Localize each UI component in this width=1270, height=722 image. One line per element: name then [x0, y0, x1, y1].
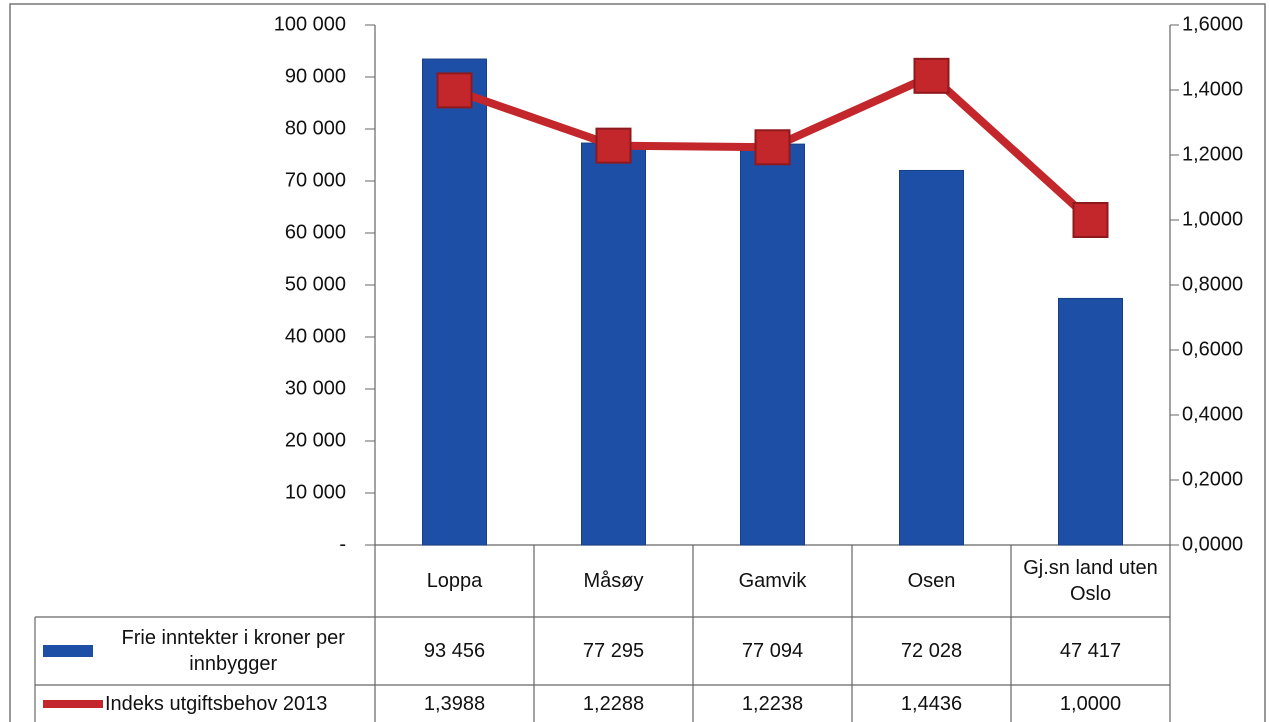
- y-tick-label: 100 000: [274, 13, 346, 35]
- value-label: 77 295: [582, 640, 645, 662]
- value-label: 47 417: [1059, 640, 1122, 662]
- line-marker: [595, 127, 632, 164]
- y-tick-label: 70 000: [285, 169, 346, 191]
- value-label: 77 094: [741, 640, 804, 662]
- line-marker: [754, 129, 791, 166]
- y2-tick-label: 0,2000: [1182, 468, 1243, 490]
- legend-entry: Frie inntekter i kroner per innbygger: [35, 617, 375, 685]
- y2-tick-label: 0,4000: [1182, 403, 1243, 425]
- y2-tick-label: 0,0000: [1182, 533, 1243, 555]
- legend-swatch: [43, 699, 103, 708]
- y-tick-label: 90 000: [285, 65, 346, 87]
- legend-entry: Indeks utgiftsbehov 2013: [35, 685, 375, 722]
- chart-frame: [9, 3, 1266, 722]
- legend-label: Frie inntekter i kroner per innbygger: [121, 627, 345, 675]
- y-tick-label: 80 000: [285, 117, 346, 139]
- category-label: Gj.sn land uten Oslo: [1023, 557, 1158, 605]
- value-label: 1,2288: [582, 692, 645, 715]
- y2-tick-label: 0,6000: [1182, 338, 1243, 360]
- line-marker: [436, 72, 473, 109]
- y-tick-label: 20 000: [285, 429, 346, 451]
- category-label: Måsøy: [583, 570, 644, 592]
- y2-tick-label: 1,0000: [1182, 208, 1243, 230]
- category-label: Loppa: [426, 570, 483, 592]
- y2-tick-label: 1,4000: [1182, 78, 1243, 100]
- y-tick-label: -: [339, 533, 346, 555]
- value-label: 1,3988: [423, 692, 486, 715]
- bar: [422, 58, 487, 546]
- y-tick-label: 50 000: [285, 273, 346, 295]
- value-label: 1,4436: [900, 692, 963, 715]
- value-label: 1,0000: [1059, 692, 1122, 715]
- y2-tick-label: 1,2000: [1182, 143, 1243, 165]
- category-label: Osen: [907, 570, 956, 592]
- value-label: 93 456: [423, 640, 486, 662]
- bar: [1058, 297, 1123, 546]
- line-marker: [913, 57, 950, 94]
- y-tick-label: 60 000: [285, 221, 346, 243]
- y-tick-label: 40 000: [285, 325, 346, 347]
- bar: [899, 169, 964, 546]
- bar: [740, 143, 805, 546]
- category-label: Gamvik: [738, 570, 807, 592]
- value-label: 72 028: [900, 640, 963, 662]
- legend-label: Indeks utgiftsbehov 2013: [105, 692, 328, 715]
- y-tick-label: 10 000: [285, 481, 346, 503]
- y2-tick-label: 1,6000: [1182, 13, 1243, 35]
- y-tick-label: 30 000: [285, 377, 346, 399]
- bar: [581, 142, 646, 546]
- y2-tick-label: 0,8000: [1182, 273, 1243, 295]
- legend-swatch: [43, 645, 94, 657]
- line-marker: [1072, 202, 1109, 238]
- value-label: 1,2238: [741, 692, 804, 715]
